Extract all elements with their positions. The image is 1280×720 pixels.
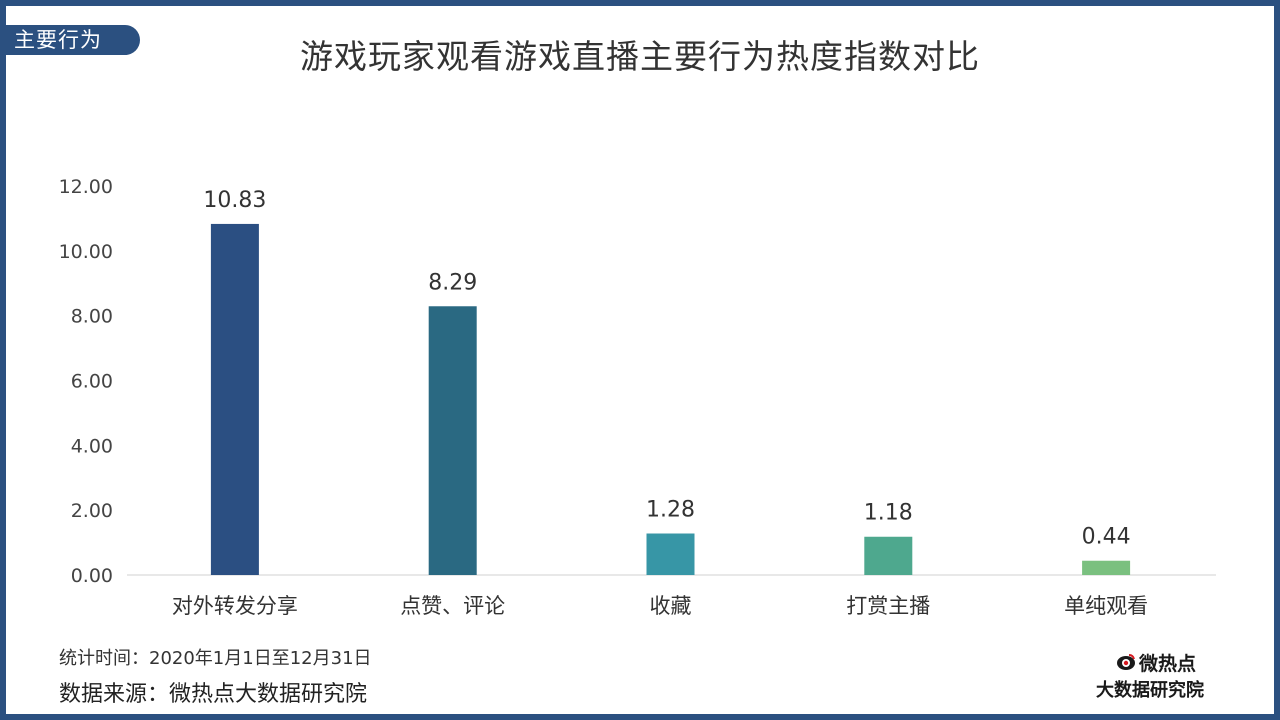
section-tag: 主要行为 [0, 25, 140, 55]
y-tick-label: 12.00 [59, 176, 113, 198]
bar [210, 223, 259, 576]
x-category-label: 对外转发分享 [172, 594, 298, 618]
weiredian-eye-icon [1116, 652, 1136, 672]
y-tick-label: 2.00 [71, 500, 113, 522]
data-label: 1.18 [864, 501, 913, 526]
bar [864, 536, 913, 575]
y-tick-label: 10.00 [59, 241, 113, 263]
y-tick-label: 8.00 [71, 306, 113, 328]
y-tick-label: 4.00 [71, 435, 113, 457]
y-tick-label: 0.00 [71, 565, 113, 587]
bar [428, 306, 477, 575]
x-category-label: 单纯观看 [1064, 594, 1148, 618]
chart-title: 游戏玩家观看游戏直播主要行为热度指数对比 [300, 37, 980, 76]
x-category-label: 点赞、评论 [400, 594, 505, 618]
y-axis: 0.00 2.00 4.00 6.00 8.00 10.00 12.00 [59, 176, 113, 587]
bars: 10.83 对外转发分享 8.29 点赞、评论 1.28 收藏 1.18 打赏主播 0.44 单纯… [172, 188, 1148, 618]
data-source: 数据来源：微热点大数据研究院 [59, 682, 368, 707]
x-category-label: 打赏主播 [846, 594, 930, 618]
data-label: 10.83 [203, 188, 266, 213]
data-label: 1.28 [646, 498, 695, 523]
x-category-label: 收藏 [650, 594, 692, 618]
bar [646, 533, 695, 575]
statistics-period: 统计时间：2020年1月1日至12月31日 [59, 648, 372, 669]
data-label: 8.29 [428, 270, 477, 295]
y-tick-label: 6.00 [71, 371, 113, 393]
logo-brand-text: 微热点 [1139, 652, 1197, 675]
logo-institute-text: 大数据研究院 [1096, 680, 1204, 701]
weiredian-logo: 微热点 大数据研究院 [1096, 650, 1236, 702]
data-label: 0.44 [1082, 525, 1131, 550]
bar [1082, 560, 1131, 575]
